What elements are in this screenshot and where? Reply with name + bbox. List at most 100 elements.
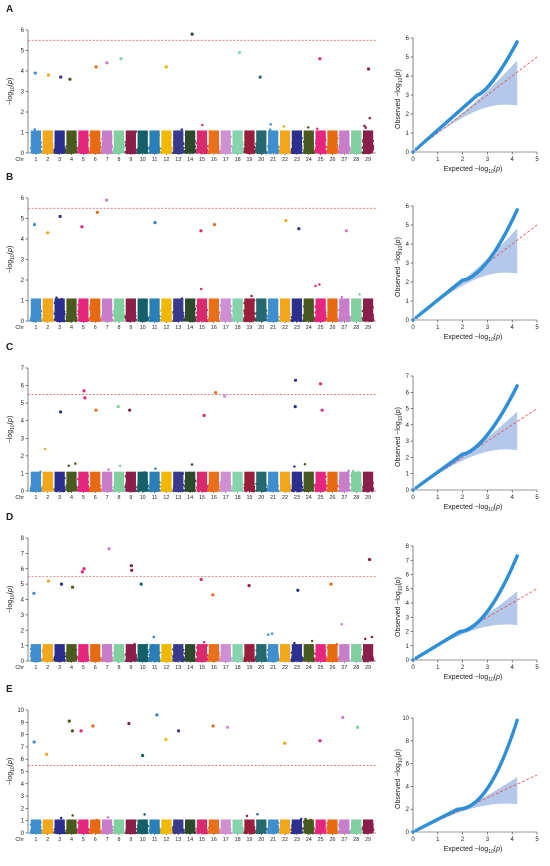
y-tick-label: 5 (21, 49, 25, 55)
chr-tick-label: 25 (318, 495, 324, 501)
chr-tick-label: 11 (152, 157, 158, 163)
snp-point (340, 295, 344, 299)
y-tick-label: 6 (21, 196, 25, 202)
y-tick-label: 6 (21, 384, 25, 390)
snp-point (199, 287, 203, 291)
snp-point (250, 294, 253, 298)
snp-dense-band (161, 130, 172, 153)
chr-tick-label: 17 (223, 495, 229, 501)
snp-dense-band (232, 130, 243, 153)
snp-dense-band (173, 298, 184, 321)
snp-point (190, 463, 194, 466)
x-tick-label: 2 (461, 325, 465, 331)
chr-tick-label: 29 (365, 495, 371, 501)
x-tick-label: 3 (486, 325, 490, 331)
chr-tick-label: 22 (282, 325, 288, 331)
chr-tick-label: 18 (235, 325, 241, 331)
snp-dense-band (351, 298, 362, 321)
snp-dense-band (30, 471, 42, 491)
chr-tick-label: 29 (365, 325, 371, 331)
snp-point (118, 464, 122, 468)
chr-tick-label: 4 (70, 157, 73, 163)
snp-dense-band (54, 130, 65, 153)
x-tick-label: 3 (486, 157, 490, 163)
chr-tick-label: 2 (46, 157, 49, 163)
x-tick-label: 1 (436, 157, 440, 163)
chr-tick-label: 5 (82, 325, 85, 331)
chr-tick-label: 17 (223, 325, 229, 331)
snp-dense-band (268, 298, 279, 321)
snp-dense-band (66, 471, 77, 491)
snp-dense-band (173, 130, 184, 153)
x-tick-label: 5 (535, 157, 539, 163)
snp-dense-band (232, 471, 243, 491)
top-snp-point (153, 221, 157, 225)
chr-tick-label: 22 (282, 157, 288, 163)
snp-cloud (29, 447, 375, 493)
x-tick-label: 0 (411, 157, 415, 163)
snp-dense-band (113, 130, 125, 153)
top-snp-point (190, 32, 194, 36)
snp-dense-band (185, 298, 196, 321)
chr-tick-label: 18 (235, 495, 241, 501)
snp-dense-band (196, 298, 208, 321)
snp-dense-band (362, 298, 374, 321)
chr-tick-label: 23 (294, 325, 300, 331)
x-tick-label: 1 (436, 325, 440, 331)
y-tick-label: 6 (406, 36, 410, 42)
y-tick-label: 3 (21, 436, 25, 442)
chr-tick-label: 26 (329, 157, 335, 163)
snp-dense-band (185, 471, 196, 491)
y-tick-label: 4 (406, 74, 410, 80)
snp-dense-band (125, 298, 136, 321)
chr-tick-label: 7 (106, 157, 109, 163)
chr-tick-label: 7 (106, 325, 109, 331)
snp-dense-band (101, 298, 113, 321)
qq-point (411, 318, 415, 322)
chr-tick-label: 21 (270, 325, 276, 331)
snp-dense-band (125, 471, 136, 491)
snp-dense-band (137, 471, 148, 491)
x-tick-label: 4 (511, 325, 515, 331)
chr-tick-label: 13 (175, 325, 181, 331)
snp-point (201, 123, 204, 127)
chr-tick-label: 4 (70, 325, 73, 331)
chr-tick-label: 6 (94, 325, 97, 331)
snp-point (363, 124, 366, 128)
snp-dense-band (196, 471, 208, 491)
snp-dense-band (149, 471, 160, 491)
top-snp-point (297, 227, 301, 231)
y-tick-label: 3 (406, 93, 410, 99)
snp-dense-band (256, 298, 267, 321)
y-tick-label: 2 (406, 112, 410, 118)
chr-tick-label: 10 (140, 157, 146, 163)
chr-tick-label: 15 (199, 325, 205, 331)
top-snp-point (32, 223, 37, 227)
y-tick-label: 6 (406, 204, 410, 210)
x-tick-label: 5 (535, 325, 539, 331)
y-tick-label: 4 (21, 69, 25, 75)
chr-tick-label: 23 (294, 495, 300, 501)
snp-dense-band (137, 130, 148, 153)
y-tick-label: 6 (21, 28, 25, 34)
chr-tick-label: 17 (223, 157, 229, 163)
snp-dense-band (42, 471, 53, 491)
chr-tick-label: 3 (58, 495, 61, 501)
chr-tick-label: 10 (140, 325, 146, 331)
snp-point (180, 128, 184, 131)
chr-tick-label: 12 (163, 157, 169, 163)
y-tick-label: 3 (406, 261, 410, 267)
chr-tick-label: 16 (211, 157, 217, 163)
top-snp-point (318, 57, 322, 61)
snp-dense-band (327, 298, 338, 321)
snp-dense-band (66, 298, 77, 321)
snp-point (268, 128, 272, 131)
snp-dense-band (113, 298, 125, 321)
snp-dense-band (351, 130, 362, 153)
top-snp-point (46, 73, 50, 77)
snp-dense-band (196, 130, 208, 153)
snp-dense-band (161, 298, 172, 321)
top-snp-point (258, 75, 262, 79)
snp-dense-band (101, 130, 113, 153)
